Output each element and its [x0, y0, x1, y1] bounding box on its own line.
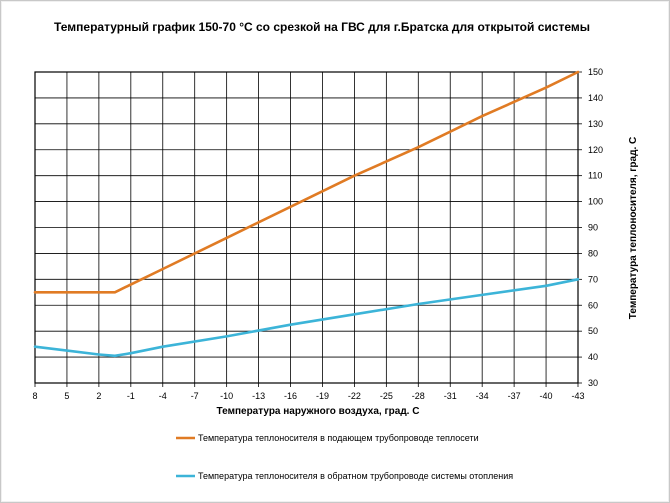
y-tick-label: 150 — [588, 67, 603, 77]
x-tick-label: -4 — [159, 391, 167, 401]
x-tick-labels: 8 5 2 -1 -4 -7 -10 -13 -16 -19 -22 -25 -28 -31 -34 -37 -… — [32, 391, 584, 401]
x-tick-label: -10 — [220, 391, 233, 401]
y-tick-label: 80 — [588, 248, 598, 258]
y-tick-label: 60 — [588, 300, 598, 310]
x-tick-label: -1 — [127, 391, 135, 401]
x-tick-label: 8 — [32, 391, 37, 401]
series-lines — [33, 70, 580, 358]
x-tick-label: -37 — [508, 391, 521, 401]
x-tick-label: -22 — [348, 391, 361, 401]
x-tick-label: 5 — [64, 391, 69, 401]
x-tick-label: -31 — [444, 391, 457, 401]
legend-label-2: Температура теплоносителя в обратном тру… — [198, 471, 513, 481]
y-tick-label: 30 — [588, 378, 598, 388]
y-tick-label: 40 — [588, 352, 598, 362]
x-tick-label: -16 — [284, 391, 297, 401]
y-tick-label: 90 — [588, 223, 598, 233]
x-tick-label: -40 — [540, 391, 553, 401]
y-tick-label: 50 — [588, 326, 598, 336]
y-tick-label: 110 — [588, 171, 602, 181]
x-tick-label: -13 — [252, 391, 265, 401]
legend: Температура теплоносителя в подающем тру… — [176, 433, 513, 481]
chart-title: Температурный график 150-70 °С со срезко… — [54, 20, 590, 34]
y-axis-label: Температура теплоносителя, град. С — [628, 137, 639, 319]
x-tick-label: -19 — [316, 391, 329, 401]
x-axis-label: Температура наружного воздуха, град. С — [217, 406, 420, 417]
x-tick-label: -34 — [476, 391, 489, 401]
y-tick-label: 120 — [588, 145, 603, 155]
x-tick-label: 2 — [96, 391, 101, 401]
x-tick-label: -25 — [380, 391, 393, 401]
y-tick-label: 100 — [588, 197, 603, 207]
x-tick-label: -7 — [191, 391, 199, 401]
y-tick-label: 140 — [588, 93, 603, 103]
series-line-2 — [33, 277, 580, 358]
x-tick-label: -43 — [571, 391, 584, 401]
x-tick-label: -28 — [412, 391, 425, 401]
series-line-1 — [33, 70, 580, 294]
legend-label-1: Температура теплоносителя в подающем тру… — [198, 433, 479, 443]
y-tick-label: 130 — [588, 119, 603, 129]
grid — [34, 71, 582, 387]
y-tick-labels: 30 40 50 60 70 80 90 100 110 120 130 140 150 — [588, 67, 603, 388]
plot-border — [34, 71, 579, 384]
plot-area — [34, 71, 579, 384]
y-tick-label: 70 — [588, 274, 598, 284]
